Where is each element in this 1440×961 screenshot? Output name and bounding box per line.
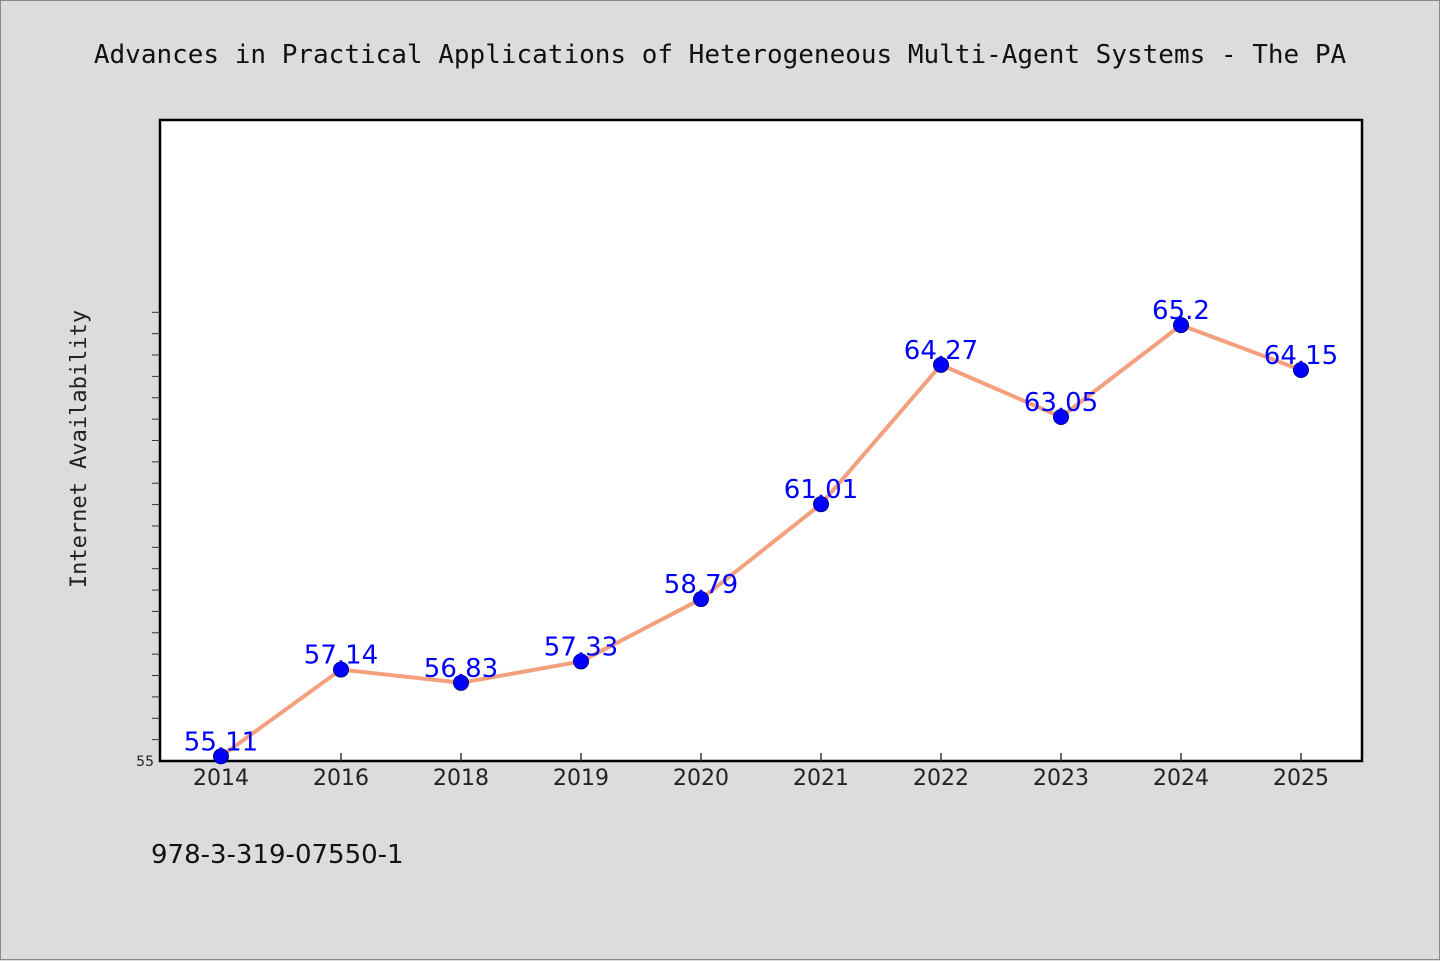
x-tick-label: 2023 [1033,766,1089,791]
x-tick-label: 2022 [913,766,969,791]
plot-area [158,118,1364,763]
data-points [213,317,1309,765]
y-axis-label: Internet Availability [67,310,92,588]
data-label: 55.11 [184,727,258,757]
data-label: 64.27 [904,336,978,366]
x-tick-label: 2016 [313,766,369,791]
data-point [213,748,229,765]
data-point [333,661,349,678]
data-point [1293,361,1309,378]
data-point [1053,408,1069,425]
data-label: 56.83 [424,654,498,684]
data-label: 57.33 [544,632,618,662]
x-tick-label: 2014 [193,766,249,791]
x-tick-label: 2021 [793,766,849,791]
data-point [933,356,949,373]
data-label: 61.01 [784,475,858,505]
data-labels: 55.11 57.14 56.83 57.33 58.79 61.01 64.27 63.05… [184,296,1338,757]
data-label: 65.2 [1152,296,1210,326]
chart-title: Advances in Practical Applications of He… [94,40,1347,70]
data-point [693,591,709,608]
data-label: 63.05 [1024,388,1098,418]
x-tick-label: 2020 [673,766,729,791]
x-tick-label: 2024 [1153,766,1209,791]
x-tick-label: 2018 [433,766,489,791]
footnote-isbn: 978-3-319-07550-1 [151,840,404,870]
data-point [813,496,829,513]
data-point [1173,317,1189,334]
data-label: 57.14 [304,641,378,671]
series-line-group [219,323,1303,759]
y-tick-label: 55 [136,754,154,770]
data-label: 58.79 [664,570,738,600]
x-tick-label: 2025 [1273,766,1329,791]
x-tick-label: 2019 [553,766,609,791]
x-axis-ticks: 2014 2016 2018 2019 2020 2021 2022 2023 2024 2025 [193,753,1329,791]
series-line [219,323,1303,759]
data-label: 64.15 [1264,341,1338,371]
y-axis-ticks: 55 [136,311,160,770]
data-point [573,653,589,670]
data-point [453,674,469,691]
